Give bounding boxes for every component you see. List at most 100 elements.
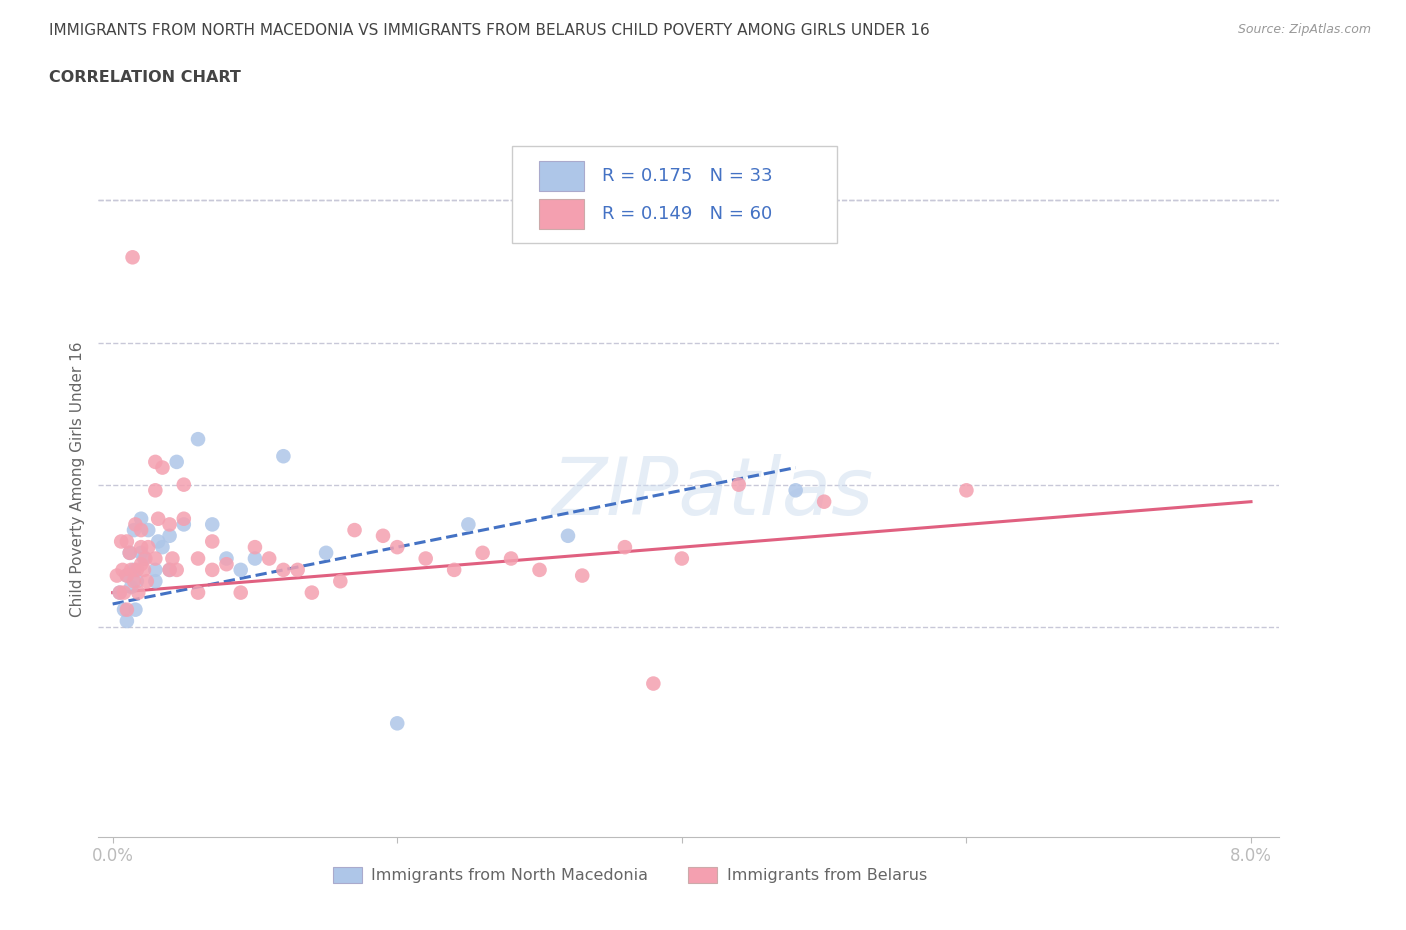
Point bbox=[785, 483, 807, 498]
Point bbox=[121, 250, 143, 265]
Point bbox=[471, 545, 494, 560]
Point bbox=[955, 483, 977, 498]
Point bbox=[173, 517, 195, 532]
Point bbox=[115, 568, 138, 583]
Point bbox=[162, 551, 184, 566]
Point bbox=[122, 563, 145, 578]
Text: CORRELATION CHART: CORRELATION CHART bbox=[49, 70, 240, 85]
Bar bbox=[538, 162, 583, 192]
Point bbox=[443, 563, 465, 578]
Point bbox=[273, 563, 295, 578]
Point bbox=[273, 449, 295, 464]
Point bbox=[143, 551, 166, 566]
Point bbox=[125, 563, 148, 578]
Point bbox=[129, 512, 152, 526]
Point bbox=[529, 563, 551, 578]
Point bbox=[159, 563, 181, 578]
Point bbox=[215, 557, 238, 572]
Point bbox=[201, 563, 224, 578]
Point bbox=[387, 539, 409, 554]
Point bbox=[115, 603, 138, 618]
Point bbox=[148, 512, 170, 526]
Point bbox=[129, 523, 152, 538]
Y-axis label: Child Poverty Among Girls Under 16: Child Poverty Among Girls Under 16 bbox=[69, 341, 84, 617]
Point bbox=[159, 563, 181, 578]
Point bbox=[120, 579, 142, 594]
Point bbox=[115, 614, 138, 629]
Point bbox=[613, 539, 636, 554]
Point bbox=[132, 551, 155, 566]
Point bbox=[129, 539, 152, 554]
Point bbox=[387, 716, 409, 731]
Point bbox=[135, 574, 157, 589]
Legend: Immigrants from North Macedonia, Immigrants from Belarus: Immigrants from North Macedonia, Immigra… bbox=[326, 860, 934, 890]
Point bbox=[111, 563, 134, 578]
Point bbox=[127, 585, 149, 600]
Point bbox=[173, 512, 195, 526]
Point bbox=[143, 574, 166, 589]
Point bbox=[499, 551, 522, 566]
Point bbox=[129, 557, 152, 572]
Point bbox=[257, 551, 280, 566]
Point bbox=[143, 483, 166, 498]
Point bbox=[125, 574, 148, 589]
Point bbox=[159, 517, 181, 532]
Point bbox=[110, 534, 132, 549]
Point bbox=[727, 477, 749, 492]
Point bbox=[166, 455, 188, 470]
Point bbox=[571, 568, 593, 583]
Point bbox=[122, 574, 145, 589]
Point bbox=[643, 676, 665, 691]
Text: Source: ZipAtlas.com: Source: ZipAtlas.com bbox=[1237, 23, 1371, 36]
Point bbox=[457, 517, 479, 532]
Point bbox=[187, 551, 209, 566]
Point bbox=[129, 545, 152, 560]
Point bbox=[159, 528, 181, 543]
Point bbox=[136, 539, 159, 554]
Text: ZIPatlas: ZIPatlas bbox=[551, 454, 873, 532]
Point bbox=[201, 517, 224, 532]
Point bbox=[115, 568, 138, 583]
Point bbox=[173, 477, 195, 492]
Point bbox=[105, 568, 128, 583]
Point bbox=[143, 563, 166, 578]
Point bbox=[201, 534, 224, 549]
Text: IMMIGRANTS FROM NORTH MACEDONIA VS IMMIGRANTS FROM BELARUS CHILD POVERTY AMONG G: IMMIGRANTS FROM NORTH MACEDONIA VS IMMIG… bbox=[49, 23, 929, 38]
Point bbox=[124, 517, 146, 532]
Point bbox=[108, 585, 131, 600]
Point bbox=[118, 545, 141, 560]
Point bbox=[148, 534, 170, 549]
Point bbox=[557, 528, 579, 543]
Point bbox=[187, 432, 209, 446]
Point bbox=[166, 563, 188, 578]
Point bbox=[115, 534, 138, 549]
Point bbox=[122, 523, 145, 538]
Point bbox=[315, 545, 337, 560]
Point bbox=[136, 523, 159, 538]
Point bbox=[671, 551, 693, 566]
Point bbox=[215, 551, 238, 566]
Point bbox=[134, 551, 156, 566]
Point bbox=[229, 585, 252, 600]
Point bbox=[243, 539, 266, 554]
Point bbox=[152, 539, 174, 554]
Point bbox=[229, 563, 252, 578]
Point bbox=[120, 563, 142, 578]
Bar bbox=[538, 199, 583, 229]
Point bbox=[415, 551, 437, 566]
Point bbox=[124, 603, 146, 618]
Text: R = 0.175   N = 33: R = 0.175 N = 33 bbox=[602, 167, 772, 185]
Point bbox=[243, 551, 266, 566]
Point bbox=[108, 585, 131, 600]
Point bbox=[813, 494, 835, 509]
Point bbox=[371, 528, 394, 543]
Point bbox=[143, 455, 166, 470]
Point bbox=[287, 563, 309, 578]
Point bbox=[152, 460, 174, 475]
Point bbox=[112, 585, 135, 600]
Point bbox=[301, 585, 323, 600]
Point bbox=[118, 545, 141, 560]
Point bbox=[343, 523, 366, 538]
Text: R = 0.149   N = 60: R = 0.149 N = 60 bbox=[602, 205, 772, 223]
Point bbox=[329, 574, 352, 589]
